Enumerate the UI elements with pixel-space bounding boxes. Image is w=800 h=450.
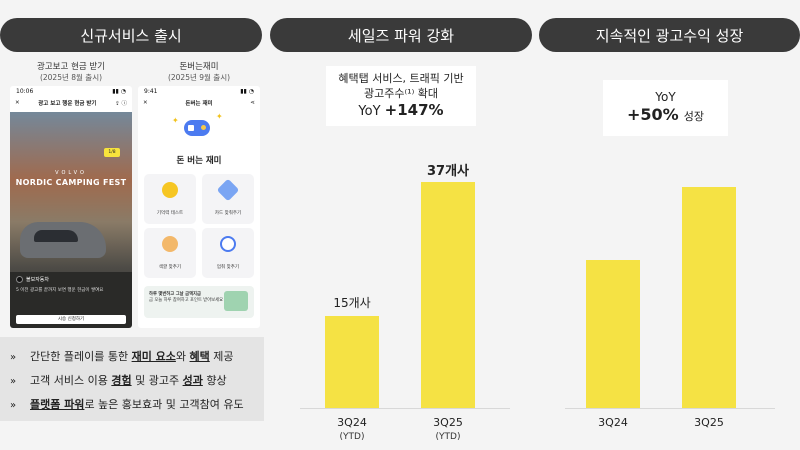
status-bar: 10:06 ▮▮ ◔	[10, 86, 132, 96]
bullet-item: » 간단한 플레이를 통한 재미 요소와 혜택 제공	[10, 345, 264, 369]
bar-3q24	[325, 316, 379, 408]
callout-line2: 광고주수⁽¹⁾ 확대	[363, 87, 439, 100]
bullet-text: 고객 서비스 이용	[30, 374, 112, 387]
bullet-text: 와	[175, 350, 190, 363]
bullet-text: 간단한 플레이를 통한	[30, 350, 132, 363]
test-drive-button[interactable]: 시승 신청하기	[16, 315, 126, 324]
promo-art-icon	[224, 291, 248, 311]
bullet-emphasis: 재미 요소	[131, 350, 176, 363]
game-tile-memory[interactable]: 기억력 테스트	[144, 174, 196, 224]
promo-text: 금 오늘 하루 참여하고 포인트 받아보세요	[149, 298, 224, 304]
nav-bar: ✕ 광고 보고 행운 현금 받기 ⇪ ⓘ	[10, 96, 132, 110]
ad-title: NORDIC CAMPING FEST	[15, 178, 127, 187]
memory-game-icon	[162, 182, 178, 198]
brand-logo-icon	[16, 276, 23, 283]
stopwatch-icon	[220, 236, 236, 252]
callout-value: +147%	[384, 101, 444, 119]
bullet-text: 제공	[209, 350, 234, 363]
tile-label: 기억력 테스트	[156, 211, 184, 216]
share-icon[interactable]: ⋖	[250, 100, 255, 106]
game-tile-stop[interactable]: 멈춰 맞추기	[202, 228, 254, 278]
chevron-double-icon: »	[10, 400, 17, 411]
phone-ad-screenshot: 10:06 ▮▮ ◔ ✕ 광고 보고 행운 현금 받기 ⇪ ⓘ 1/8 VOLV…	[10, 86, 132, 328]
phone-ad-caption-title: 광고보고 현금 받기	[37, 62, 105, 72]
footer-brand: 볼보자동차	[26, 277, 50, 283]
feature-bullets: » 간단한 플레이를 통한 재미 요소와 혜택 제공 » 고객 서비스 이용 경험 …	[0, 337, 264, 421]
promo-banner[interactable]: 하루 몇번하고 그날 금액지급 금 오늘 하루 참여하고 포인트 받아보세요	[144, 286, 254, 318]
header-sales-power: 세일즈 파워 강화	[270, 18, 532, 52]
nav-title: 광고 보고 행운 현금 받기	[38, 101, 97, 107]
bullet-text: 및 광고주	[131, 374, 183, 387]
close-icon[interactable]: ✕	[143, 100, 148, 106]
callout-line1: 혜택탭 서비스, 트래픽 기반	[338, 72, 464, 85]
bullet-emphasis: 성과	[182, 374, 203, 387]
phone-ad-caption-date: (2025년 8월 출시)	[39, 72, 103, 82]
footer-text: 5 이전 광고를 끝까지 보면 행운 현금이 쌓여요	[16, 288, 104, 293]
x-tick-label: 3Q24	[337, 416, 367, 429]
callout-suffix: 성장	[683, 110, 705, 123]
chevron-double-icon: »	[10, 376, 17, 387]
status-time: 10:06	[16, 88, 34, 95]
gamepad-icon	[184, 120, 210, 136]
bar-value-label: 37개사	[426, 164, 469, 179]
ad-brand: VOLVO	[55, 170, 87, 176]
bar-3q25	[421, 182, 475, 408]
nav-title: 돈버는 재미	[185, 101, 213, 107]
bullet-emphasis: 플랫폼 파워	[30, 398, 85, 411]
bar-3q24	[586, 260, 640, 408]
tile-label: 색깔 맞추기	[158, 265, 182, 270]
sparkle-icon: ✦	[172, 116, 179, 125]
bullet-text: 로 높은 홍보효과 및 고객참여 유도	[84, 398, 244, 411]
ad-footer: 볼보자동차 5 이전 광고를 끝까지 보면 행운 현금이 쌓여요 시승 신청하기	[10, 272, 132, 328]
callout-value: +50%	[626, 105, 679, 124]
ad-badge: 1/8	[104, 148, 120, 157]
tile-label: 카드 맞춰주기	[214, 211, 242, 216]
game-title: 돈 버는 재미	[176, 156, 222, 166]
advertiser-growth-callout: 혜택탭 서비스, 트래픽 기반 광고주수⁽¹⁾ 확대 YoY +147%	[326, 66, 476, 126]
x-tick-label: 3Q24	[598, 416, 628, 429]
status-time: 9:41	[144, 88, 158, 95]
status-bar: 9:41 ▮▮ ◔	[138, 86, 260, 96]
bullet-emphasis: 혜택	[189, 350, 210, 363]
close-icon[interactable]: ✕	[15, 100, 20, 106]
chart-baseline	[565, 408, 775, 409]
bullet-text: 향상	[202, 374, 227, 387]
tile-label: 멈춰 맞추기	[216, 265, 240, 270]
chart-baseline	[300, 408, 510, 409]
signal-icon: ▮▮ ◔	[112, 88, 126, 95]
callout-yoy: YoY	[358, 104, 381, 119]
game-tile-card[interactable]: 카드 맞춰주기	[202, 174, 254, 224]
x-tick-sublabel: (YTD)	[435, 432, 461, 442]
car-image	[20, 222, 106, 258]
bullet-item: » 플랫폼 파워로 높은 홍보효과 및 고객참여 유도	[10, 393, 264, 417]
share-icon[interactable]: ⇪ ⓘ	[115, 101, 127, 107]
sparkle-icon: ✦	[216, 112, 223, 121]
card-game-icon	[216, 178, 240, 202]
bullet-emphasis: 경험	[111, 374, 132, 387]
bar-3q25	[682, 187, 736, 408]
header-new-service: 신규서비스 출시	[0, 18, 262, 52]
phone-game-caption: 돈버는재미 (2025년 9월 출시)	[138, 62, 260, 82]
bar-value-label: 15개사	[333, 296, 371, 310]
phone-game-screenshot: 9:41 ▮▮ ◔ ✕ 돈버는 재미 ⋖ ✦ ✦ 돈 버는 재미 기억력 테스트…	[138, 86, 260, 328]
x-tick-sublabel: (YTD)	[339, 432, 365, 442]
x-tick-label: 3Q25	[694, 416, 724, 429]
bullet-item: » 고객 서비스 이용 경험 및 광고주 성과 향상	[10, 369, 264, 393]
revenue-growth-callout: YoY +50% 성장	[603, 80, 728, 136]
promo-title: 하루 몇번하고 그날 금액지급	[149, 292, 201, 297]
phone-game-caption-title: 돈버는재미	[179, 62, 219, 72]
signal-icon: ▮▮ ◔	[240, 88, 254, 95]
phone-ad-caption: 광고보고 현금 받기 (2025년 8월 출시)	[10, 62, 132, 82]
chevron-double-icon: »	[10, 352, 17, 363]
nav-bar: ✕ 돈버는 재미 ⋖	[138, 96, 260, 110]
phone-game-caption-date: (2025년 9월 출시)	[167, 72, 231, 82]
x-tick-label: 3Q25	[433, 416, 463, 429]
callout-yoy: YoY	[655, 90, 676, 104]
header-ad-revenue: 지속적인 광고수익 성장	[539, 18, 800, 52]
palette-icon	[162, 236, 178, 252]
game-tile-color[interactable]: 색깔 맞추기	[144, 228, 196, 278]
